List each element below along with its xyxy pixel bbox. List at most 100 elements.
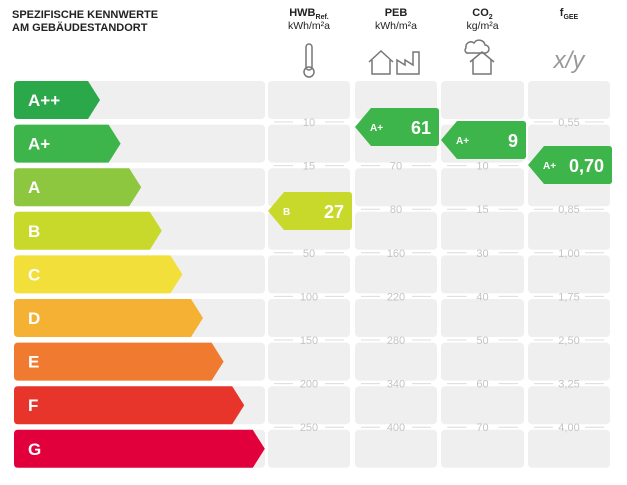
class-label: G: [28, 440, 41, 459]
threshold-label: 3,25: [558, 379, 579, 391]
thermometer-icon: [303, 43, 315, 78]
column-name: f: [560, 7, 564, 19]
cell-background: [528, 81, 610, 119]
rating-class: A+: [456, 136, 469, 147]
column-name: CO: [472, 7, 489, 19]
cell-background: [268, 342, 350, 381]
cell-background: [355, 211, 437, 250]
threshold-label: 80: [390, 204, 402, 216]
rating-marker: [441, 121, 526, 159]
class-label: A+: [28, 135, 50, 154]
cell-background: [441, 342, 524, 381]
rating-class: A+: [543, 161, 556, 172]
class-arrow: [14, 255, 183, 294]
house-factory-icon: [368, 49, 420, 75]
column-header: PEB: [385, 7, 408, 19]
threshold-label: 30: [476, 248, 488, 260]
rating-class: B: [283, 207, 290, 218]
cell-background: [268, 255, 350, 294]
threshold-label: 340: [387, 379, 405, 391]
column-unit: kWh/m²a: [375, 20, 417, 32]
class-label: F: [28, 396, 38, 415]
cell-background: [528, 299, 610, 337]
class-label: E: [28, 353, 39, 372]
cell-background: [355, 342, 437, 381]
cell-background: [355, 255, 437, 294]
threshold-label: 2,50: [558, 335, 579, 347]
rating-value: 61: [411, 118, 431, 138]
cell-background: [441, 299, 524, 337]
cell-background: [355, 429, 437, 468]
threshold-label: 15: [303, 161, 315, 173]
cell-background: [441, 211, 524, 250]
threshold-label: 1,75: [558, 291, 579, 303]
class-label: A++: [28, 91, 60, 110]
cloud-house-icon: [464, 39, 495, 75]
cell-background: [528, 342, 610, 381]
threshold-label: 15: [476, 204, 488, 216]
cell-background: [268, 299, 350, 337]
threshold-label: 1,00: [558, 248, 579, 260]
column-name: PEB: [385, 7, 408, 19]
threshold-label: 150: [300, 335, 318, 347]
rating-class: A+: [370, 123, 383, 134]
class-arrow: [14, 342, 224, 381]
column-header: CO2: [472, 7, 493, 21]
threshold-label: 400: [387, 422, 405, 434]
cell-background: [528, 386, 610, 425]
threshold-label: 70: [476, 422, 488, 434]
rating-value: 9: [508, 131, 518, 151]
class-label: B: [28, 222, 40, 241]
cell-background: [355, 386, 437, 425]
column-sub: GEE: [563, 14, 578, 21]
cell-background: [268, 429, 350, 468]
cell-background: [441, 168, 524, 207]
title-line: AM GEBÄUDESTANDORT: [12, 21, 148, 34]
threshold-label: 10: [476, 161, 488, 173]
column-unit: kg/m²a: [466, 20, 498, 32]
class-label: D: [28, 309, 40, 328]
class-arrow: [14, 299, 203, 337]
cell-background: [441, 81, 524, 119]
cell-background: [355, 168, 437, 207]
class-arrow: [14, 168, 142, 207]
rating-marker: [528, 146, 612, 184]
cell-background: [268, 124, 350, 163]
column-sub: Ref.: [316, 14, 329, 21]
threshold-label: 40: [476, 291, 488, 303]
class-arrow: [14, 211, 162, 250]
column-sub: 2: [489, 14, 493, 21]
title-line: SPEZIFISCHE KENNWERTE: [12, 9, 158, 21]
cell-background: [268, 81, 350, 119]
threshold-label: 160: [387, 248, 405, 260]
threshold-label: 70: [390, 161, 402, 173]
threshold-label: 220: [387, 291, 405, 303]
threshold-label: 50: [476, 335, 488, 347]
column-name: HWB: [289, 7, 315, 19]
rating-value: 0,70: [569, 156, 604, 176]
threshold-label: 200: [300, 379, 318, 391]
rating-marker: [268, 192, 352, 230]
cell-background: [441, 429, 524, 468]
threshold-label: 250: [300, 422, 318, 434]
cell-background: [355, 299, 437, 337]
rating-value: 27: [324, 202, 344, 222]
cell-background: [441, 386, 524, 425]
cell-background: [528, 429, 610, 468]
column-icon-text: x/y: [553, 47, 587, 74]
cell-background: [528, 211, 610, 250]
threshold-label: 0,85: [558, 204, 579, 216]
class-arrow: [14, 386, 245, 425]
threshold-label: 0,55: [558, 117, 579, 129]
rating-marker: [355, 108, 439, 146]
class-label: C: [28, 265, 40, 284]
column-header: fGEE: [560, 7, 579, 21]
threshold-label: 10: [303, 117, 315, 129]
threshold-label: 50: [303, 248, 315, 260]
class-arrow: [14, 124, 121, 163]
threshold-label: 280: [387, 335, 405, 347]
class-arrow: [14, 81, 100, 119]
threshold-label: 4,00: [558, 422, 579, 434]
class-arrow: [14, 429, 265, 468]
